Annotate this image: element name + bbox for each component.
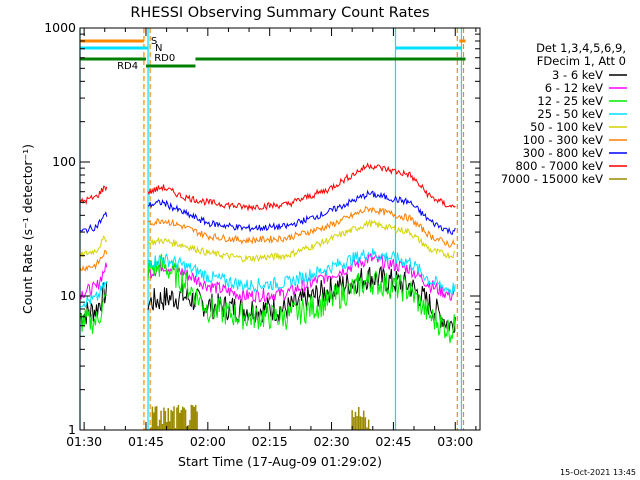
- night-flag-label: N: [155, 43, 162, 54]
- series-line-100-300-kev: [79, 206, 456, 272]
- series-line-300-800-kev: [79, 189, 456, 235]
- legend-entry-label: 6 - 12 keV: [545, 81, 603, 95]
- x-axis: 01:30 01:45 02:00 02:15 02:30 02:45 03:00: [66, 28, 477, 449]
- legend-header: FDecim 1, Att 0: [537, 54, 626, 68]
- legend-entry-label: 12 - 25 keV: [537, 94, 603, 108]
- x-tick-label: 02:15: [252, 434, 288, 449]
- legend-entry-label: 50 - 100 keV: [530, 120, 603, 134]
- x-tick-label: 01:45: [128, 434, 164, 449]
- y-tick-label: 100: [52, 154, 76, 169]
- footer-timestamp: 15-Oct-2021 13:45: [560, 468, 636, 477]
- saa-flag-label: S: [151, 36, 157, 47]
- legend-entry-label: 800 - 7000 keV: [515, 159, 603, 173]
- legend-entry-label: 7000 - 15000 keV: [501, 172, 603, 186]
- legend-entry-label: 3 - 6 keV: [552, 68, 603, 82]
- x-axis-label: Start Time (17-Aug-09 01:29:02): [178, 454, 382, 469]
- legend-entry-label: 100 - 300 keV: [523, 133, 603, 147]
- series-line-50-100-kev: [79, 218, 456, 263]
- decim-flag-label: RD0: [154, 53, 175, 64]
- x-tick-label: 03:00: [437, 434, 473, 449]
- y-tick-label: 1: [68, 422, 76, 437]
- y-tick-label: 10: [60, 288, 76, 303]
- chart-title: RHESSI Observing Summary Count Rates: [130, 5, 429, 21]
- series-line-25-50-kev: [79, 248, 456, 309]
- legend-entry-label: 25 - 50 keV: [537, 107, 603, 121]
- x-tick-label: 02:45: [375, 434, 411, 449]
- y-axis-label: Count Rate (s⁻¹ detector⁻¹): [20, 144, 35, 314]
- x-tick-label: 02:00: [190, 434, 226, 449]
- series-line-12-25-kev: [79, 253, 456, 344]
- legend-entry-label: 300 - 800 keV: [523, 146, 603, 160]
- legend-header: Det 1,3,4,5,6,9,: [536, 41, 626, 55]
- series-line-800-7000-kev: [79, 162, 456, 212]
- x-tick-label: 01:30: [66, 434, 102, 449]
- y-axis: 1 10 100 1000: [44, 20, 480, 437]
- legend: Det 1,3,4,5,6,9,FDecim 1, Att 03 - 6 keV…: [501, 41, 627, 186]
- rd4-flag-label: RD4: [117, 61, 138, 72]
- plot-frame: [79, 27, 481, 431]
- y-tick-label: 1000: [44, 20, 76, 35]
- x-tick-label: 02:30: [314, 434, 350, 449]
